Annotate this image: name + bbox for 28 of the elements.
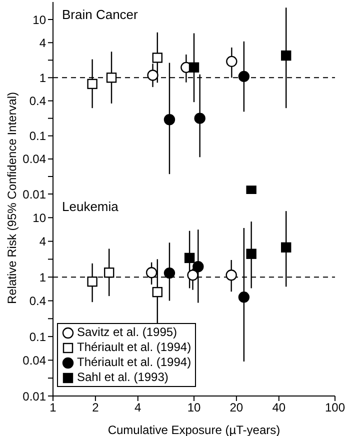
y-tick-label: 1 bbox=[39, 70, 46, 85]
legend-label: Thériault et al. (1994) bbox=[77, 355, 192, 370]
y-tick-label: 10 bbox=[32, 12, 46, 27]
y-tick-label: 1 bbox=[39, 270, 46, 284]
y-tick-label: 0.04 bbox=[22, 152, 46, 166]
y-tick-label: 0.4 bbox=[29, 294, 46, 308]
x-tick-label: 40 bbox=[272, 400, 286, 415]
chart-title: Leukemia bbox=[62, 199, 118, 214]
y-tick-label: 10 bbox=[32, 210, 46, 225]
legend-label: Sahl et al. (1993) bbox=[77, 370, 168, 385]
y-tick-label: 0.01 bbox=[22, 187, 46, 202]
y-tick-label: 0.01 bbox=[22, 389, 46, 404]
y-tick-label: 0.1 bbox=[29, 129, 46, 144]
x-tick-label: 2 bbox=[92, 400, 100, 415]
legend-label: Savitz et al. (1995) bbox=[77, 325, 178, 340]
x-tick-label: 20 bbox=[230, 400, 244, 415]
y-tick-label: 0.1 bbox=[29, 330, 46, 344]
legend-label: Thériault et al. (1994) bbox=[77, 340, 192, 355]
y-tick-label: 4 bbox=[39, 36, 46, 50]
x-tick-label: 10 bbox=[187, 400, 201, 415]
y-axis-title: Relative Risk (95% Confidence Interval) bbox=[5, 92, 19, 304]
y-tick-label: 0.04 bbox=[22, 353, 46, 368]
x-tick-label: 100 bbox=[324, 400, 346, 415]
y-tick-label: 0.4 bbox=[29, 94, 46, 108]
x-tick-label: 4 bbox=[134, 400, 142, 415]
chart-title: Brain Cancer bbox=[62, 7, 138, 22]
y-tick-label: 4 bbox=[39, 234, 46, 249]
x-tick-label: 1 bbox=[50, 400, 57, 415]
